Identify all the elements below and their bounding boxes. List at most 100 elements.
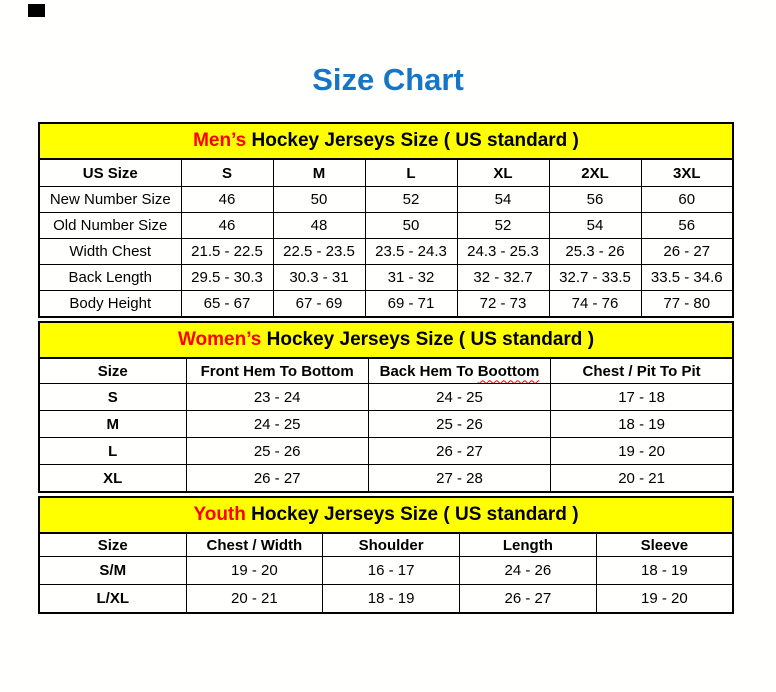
- mens-value-cell: 52: [364, 186, 458, 213]
- mens-value-cell: 48: [272, 212, 366, 239]
- mens-value-cell: 25.3 - 26: [548, 238, 642, 265]
- youth-col-header: Chest / Width: [185, 532, 324, 557]
- youth-row: S/M 19 - 20 16 - 17 24 - 26 18 - 19: [38, 556, 734, 585]
- womens-value-cell: 25 - 26: [185, 437, 369, 465]
- womens-value-cell: 18 - 19: [550, 410, 734, 438]
- womens-row: XL 26 - 27 27 - 28 20 - 21: [38, 464, 734, 493]
- mens-col-header: 3XL: [640, 158, 734, 187]
- mens-value-cell: 21.5 - 22.5: [180, 238, 274, 265]
- womens-size-table: Size Front Hem To Bottom Back Hem To Boott…: [38, 357, 734, 493]
- youth-banner: Youth Hockey Jerseys Size ( US standard …: [38, 496, 734, 532]
- mens-banner-highlight: Men’s: [193, 130, 247, 151]
- womens-value-cell: 23 - 24: [185, 383, 369, 411]
- mens-value-cell: 69 - 71: [364, 290, 458, 318]
- womens-header-row: Size Front Hem To Bottom Back Hem To Boott…: [38, 357, 734, 384]
- mens-value-cell: 74 - 76: [548, 290, 642, 318]
- youth-value-cell: 18 - 19: [322, 584, 460, 614]
- mens-value-cell: 33.5 - 34.6: [640, 264, 734, 291]
- mens-col-header: M: [272, 158, 366, 187]
- womens-row-label: XL: [38, 464, 187, 493]
- youth-col-header: Sleeve: [595, 532, 734, 557]
- mens-col-header: XL: [456, 158, 550, 187]
- womens-banner: Women’s Hockey Jerseys Size ( US standar…: [38, 321, 734, 357]
- womens-value-cell: 27 - 28: [367, 464, 552, 493]
- mens-row-label: New Number Size: [38, 186, 182, 213]
- womens-value-cell: 24 - 25: [185, 410, 369, 438]
- mens-value-cell: 77 - 80: [640, 290, 734, 318]
- mens-value-cell: 31 - 32: [364, 264, 458, 291]
- mens-value-cell: 56: [640, 212, 734, 239]
- mens-value-cell: 23.5 - 24.3: [364, 238, 458, 265]
- mens-row: Old Number Size 46 48 50 52 54 56: [38, 212, 734, 239]
- womens-row: M 24 - 25 25 - 26 18 - 19: [38, 410, 734, 438]
- mens-row-label: Width Chest: [38, 238, 182, 265]
- youth-col-header: Shoulder: [322, 532, 460, 557]
- mens-value-cell: 54: [548, 212, 642, 239]
- mens-value-cell: 22.5 - 23.5: [272, 238, 366, 265]
- youth-size-table: Size Chest / Width Shoulder Length Sleeve S/M…: [38, 532, 734, 614]
- mens-row: Width Chest 21.5 - 22.5 22.5 - 23.5 23.5 - …: [38, 238, 734, 265]
- womens-value-cell: 25 - 26: [367, 410, 552, 438]
- womens-value-cell: 24 - 25: [367, 383, 552, 411]
- mens-value-cell: 26 - 27: [640, 238, 734, 265]
- womens-banner-text: Hockey Jerseys Size ( US standard ): [261, 329, 595, 350]
- size-chart-sections: Men’s Hockey Jerseys Size ( US standard …: [38, 122, 734, 614]
- mens-value-cell: 54: [456, 186, 550, 213]
- mens-value-cell: 24.3 - 25.3: [456, 238, 550, 265]
- womens-col-header-prefix: Back Hem To: [379, 362, 478, 380]
- womens-row: L 25 - 26 26 - 27 19 - 20: [38, 437, 734, 465]
- youth-banner-text: Hockey Jerseys Size ( US standard ): [245, 504, 579, 525]
- mens-col-header: 2XL: [548, 158, 642, 187]
- womens-col-header: Chest / Pit To Pit: [550, 357, 734, 384]
- womens-row-label: S: [38, 383, 187, 411]
- mens-row-label: Old Number Size: [38, 212, 182, 239]
- youth-col-header: Size: [38, 532, 187, 557]
- mens-value-cell: 32.7 - 33.5: [548, 264, 642, 291]
- mens-value-cell: 32 - 32.7: [456, 264, 550, 291]
- womens-col-header: Size: [38, 357, 187, 384]
- mens-col-header: S: [180, 158, 274, 187]
- mens-value-cell: 46: [180, 186, 274, 213]
- youth-value-cell: 16 - 17: [322, 556, 460, 585]
- mens-value-cell: 30.3 - 31: [272, 264, 366, 291]
- womens-value-cell: 26 - 27: [185, 464, 369, 493]
- womens-row-label: M: [38, 410, 187, 438]
- youth-value-cell: 24 - 26: [459, 556, 597, 585]
- womens-col-header: Back Hem To Boottom: [367, 357, 552, 384]
- youth-header-row: Size Chest / Width Shoulder Length Sleeve: [38, 532, 734, 557]
- youth-value-cell: 20 - 21: [185, 584, 324, 614]
- mens-value-cell: 46: [180, 212, 274, 239]
- youth-col-header: Length: [459, 532, 597, 557]
- youth-value-cell: 19 - 20: [595, 584, 734, 614]
- mens-row: New Number Size 46 50 52 54 56 60: [38, 186, 734, 213]
- youth-value-cell: 18 - 19: [595, 556, 734, 585]
- womens-row-label: L: [38, 437, 187, 465]
- womens-value-cell: 19 - 20: [550, 437, 734, 465]
- section-womens: Women’s Hockey Jerseys Size ( US standar…: [38, 321, 734, 493]
- black-square-artifact: [28, 4, 45, 17]
- mens-value-cell: 52: [456, 212, 550, 239]
- section-mens: Men’s Hockey Jerseys Size ( US standard …: [38, 122, 734, 318]
- mens-header-row: US Size S M L XL 2XL 3XL: [38, 158, 734, 187]
- womens-row: S 23 - 24 24 - 25 17 - 18: [38, 383, 734, 411]
- page-title: Size Chart: [312, 62, 464, 97]
- womens-col-header: Front Hem To Bottom: [185, 357, 369, 384]
- youth-value-cell: 26 - 27: [459, 584, 597, 614]
- womens-value-cell: 20 - 21: [550, 464, 734, 493]
- mens-row: Body Height 65 - 67 67 - 69 69 - 71 72 - 73 7…: [38, 290, 734, 318]
- mens-col-header: US Size: [38, 158, 182, 187]
- mens-value-cell: 72 - 73: [456, 290, 550, 318]
- mens-value-cell: 67 - 69: [272, 290, 366, 318]
- mens-col-header: L: [364, 158, 458, 187]
- womens-banner-highlight: Women’s: [177, 329, 262, 350]
- mens-row-label: Body Height: [38, 290, 182, 318]
- mens-size-table: US Size S M L XL 2XL 3XL New Number Size 46 50 52 5…: [38, 158, 734, 318]
- womens-value-cell: 17 - 18: [550, 383, 734, 411]
- mens-banner-text: Hockey Jerseys Size ( US standard ): [246, 130, 579, 151]
- womens-misspelled-word: Boottom: [477, 362, 540, 380]
- mens-value-cell: 60: [640, 186, 734, 213]
- youth-row: L/XL 20 - 21 18 - 19 26 - 27 19 - 20: [38, 584, 734, 614]
- mens-row: Back Length 29.5 - 30.3 30.3 - 31 31 - 32 32…: [38, 264, 734, 291]
- mens-row-label: Back Length: [38, 264, 182, 291]
